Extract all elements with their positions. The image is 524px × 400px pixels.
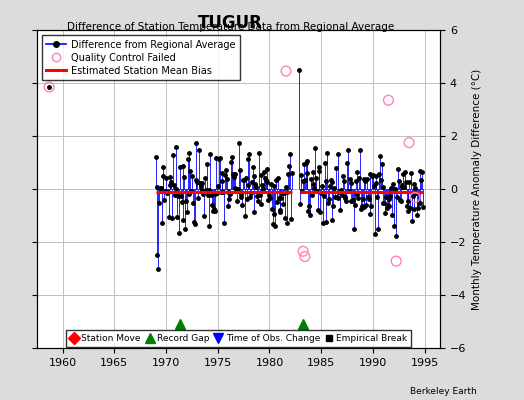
Text: Berkeley Earth: Berkeley Earth (410, 387, 477, 396)
Point (45, 84, 53, 90)
Title: TUGUR
Difference of Station Temperature Data from Regional Average: TUGUR Difference of Station Temperature … (0, 399, 1, 400)
Point (392, 258, 400, 264)
Point (299, 248, 307, 254)
Y-axis label: Monthly Temperature Anomaly Difference (°C): Monthly Temperature Anomaly Difference (… (472, 68, 482, 310)
Text: Difference of Station Temperature Data from Regional Average: Difference of Station Temperature Data f… (67, 22, 394, 32)
Point (411, 194, 419, 201)
Point (405, 140, 413, 146)
Legend: Station Move, Record Gap, Time of Obs. Change, Empirical Break: Station Move, Record Gap, Time of Obs. C… (66, 330, 411, 347)
Point (384, 97, 392, 104)
Text: TUGUR: TUGUR (198, 14, 263, 32)
Point (301, 253, 309, 260)
Point (282, 68, 290, 74)
